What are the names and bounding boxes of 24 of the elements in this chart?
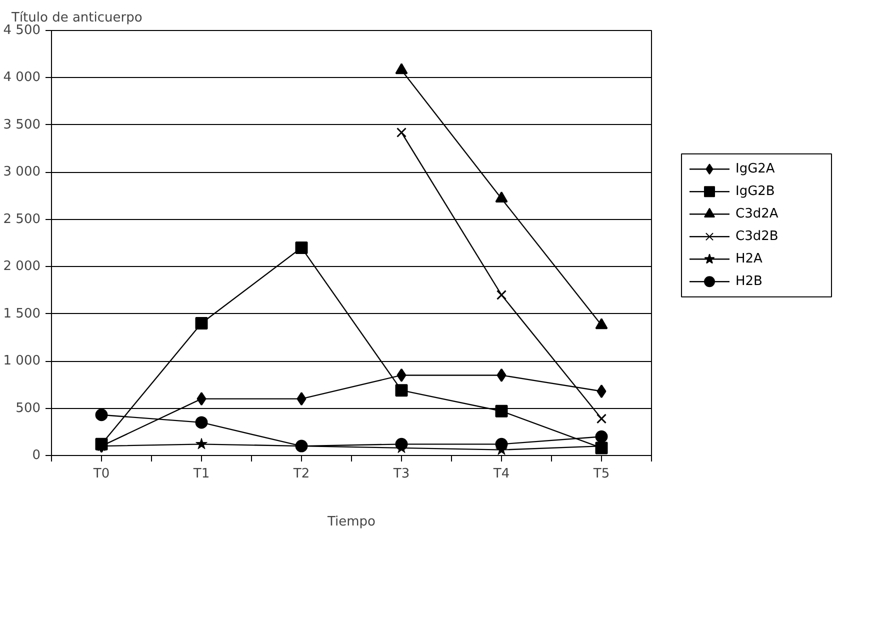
y-tick-label: 3 500 (3, 117, 40, 132)
y-tick-label: 2 500 (3, 212, 40, 227)
x-axis-title: Tiempo (326, 514, 376, 530)
x-tick-label: T2 (292, 466, 310, 482)
y-tick-label: 4 500 (3, 23, 40, 38)
legend-label: C3d2A (736, 206, 778, 222)
y-tick-label: 1 500 (3, 306, 40, 322)
y-tick-label: 1 000 (3, 354, 40, 369)
y-tick-label: 500 (16, 400, 41, 416)
x-tick-label: T3 (392, 466, 410, 482)
legend-label: H2A (736, 252, 763, 267)
chart-title: Título de anticuerpo (10, 10, 142, 26)
x-tick-label: T4 (492, 466, 510, 482)
legend-label: H2B (736, 274, 762, 290)
y-tick-label: 0 (32, 448, 41, 463)
x-tick-label: T1 (192, 466, 210, 482)
legend-label: IgG2B (736, 184, 775, 200)
y-tick-label: 3 000 (3, 164, 40, 180)
x-tick-label: T0 (92, 466, 110, 482)
legend-label: C3d2B (736, 229, 778, 244)
y-tick-label: 2 000 (3, 259, 40, 274)
y-tick-label: 4 000 (3, 70, 40, 86)
legend-label: IgG2A (736, 162, 775, 177)
x-tick-label: T5 (592, 466, 610, 482)
